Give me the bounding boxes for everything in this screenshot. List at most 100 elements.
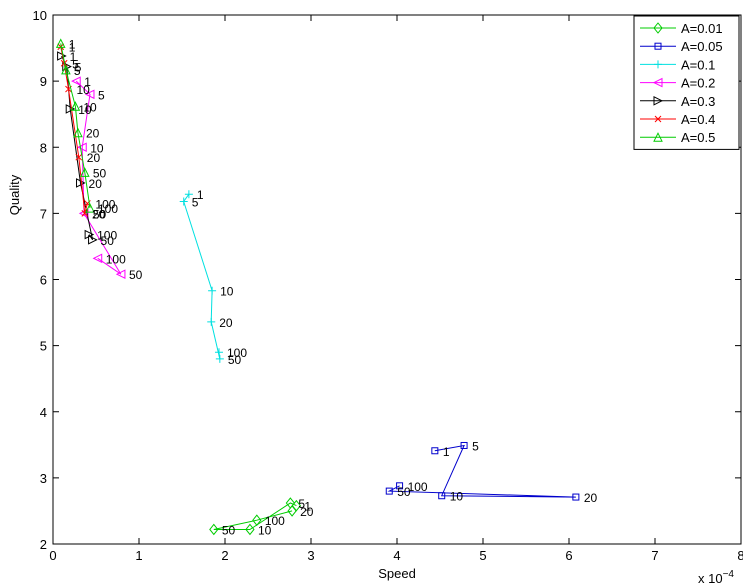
data-point [88,235,98,245]
data-point [431,447,439,455]
x-scale-exponent: −4 [723,569,735,580]
point-label: 100 [408,480,428,494]
y-tick-label: 5 [40,339,47,354]
point-label: 10 [258,523,272,537]
data-point [460,441,468,449]
legend: A=0.01 A=0.05 A=0.1 A=0.2 A=0.3 A=0.4 A=0.5 [633,15,740,150]
data-point [76,178,86,188]
point-label: 10 [220,285,234,299]
point-label: 1 [443,445,450,459]
point-label: 100 [265,514,285,528]
data-point [80,167,90,177]
data-point [57,51,67,61]
point-label: 10 [76,83,90,97]
point-label: 50 [129,268,143,282]
legend-label: A=0.4 [681,112,715,127]
point-label: 20 [300,505,314,519]
y-tick-label: 2 [40,537,47,552]
y-tick-label: 8 [40,140,47,155]
point-label: 10 [83,100,97,114]
y-tick-label: 9 [40,74,47,89]
series-A=0.05 [385,441,580,501]
x-tick-label: 0 [49,548,56,563]
point-label: 1 [197,188,204,202]
y-tick-label: 10 [33,8,47,23]
series-A=0.2 [71,76,126,280]
y-tick-label: 7 [40,206,47,221]
point-label: 1 [69,41,76,55]
point-label: 5 [298,497,305,511]
point-label: 5 [192,195,199,209]
point-label: 20 [89,177,103,191]
point-label: 50 [397,485,411,499]
point-label: 10 [78,103,92,117]
data-point [92,253,103,264]
legend-label: A=0.05 [681,39,723,54]
series-line [60,43,91,209]
data-point [71,76,81,86]
point-label: 5 [98,88,105,102]
legend-entry: A=0.2 [640,76,715,91]
data-point [207,317,216,326]
data-point [396,482,404,490]
x-axis-label: Speed [378,566,416,581]
data-point [252,514,262,526]
data-point [214,348,223,357]
legend-label: A=0.1 [681,57,715,72]
data-point [652,77,663,88]
point-label: 50 [101,234,115,248]
point-label: 50 [93,207,107,221]
series-A=0.01 [209,497,302,536]
point-label: 20 [219,316,233,330]
data-point [57,43,65,51]
legend-entry: A=0.3 [640,94,715,109]
x-tick-label: 2 [221,548,228,563]
data-point [653,22,663,34]
legend-entry: A=0.01 [640,21,723,36]
plot-frame [52,14,742,545]
legend-label: A=0.5 [681,130,715,145]
data-point [385,487,393,495]
data-point [73,127,83,138]
point-label: 5 [72,57,79,71]
point-label: 50 [222,523,236,537]
data-point [287,505,297,517]
point-label: 20 [86,127,100,141]
x-tick-label: 1 [135,548,142,563]
point-label: 100 [106,252,126,266]
point-label: 5 [472,439,479,453]
series-line [75,80,122,275]
point-label: 50 [93,166,107,180]
x-scale-multiplier: x 10−4 [698,569,734,583]
point-label: 20 [87,151,101,165]
x-scale-prefix: x 10 [698,571,723,583]
data-point [85,202,95,213]
legend-label: A=0.2 [681,76,715,91]
data-point [184,190,193,199]
point-label: 1 [70,50,77,64]
data-point [115,269,126,280]
point-label: 100 [98,202,118,216]
point-label: 1 [304,500,311,514]
data-point [572,493,580,501]
point-label: 100 [97,229,117,243]
data-point [55,38,66,48]
point-label: 10 [90,141,104,155]
point-label: 5 [75,61,82,75]
x-tick-label: 8 [737,548,743,563]
series-A=0.5 [55,38,95,213]
legend-label: A=0.01 [681,21,723,36]
data-point [65,104,76,114]
legend-label: A=0.3 [681,94,715,109]
y-axis-label: Quality [7,174,22,215]
data-point [78,208,89,219]
data-point [438,492,446,500]
plot-area: 0 1 2 3 4 5 6 7 8 2 3 4 5 6 7 8 9 10 [33,8,743,563]
point-label: 1 [84,75,91,89]
series-A=0.1 [179,190,224,363]
point-label: 5 [74,64,81,78]
data-point [61,64,71,75]
legend-entry: A=0.1 [640,57,715,72]
